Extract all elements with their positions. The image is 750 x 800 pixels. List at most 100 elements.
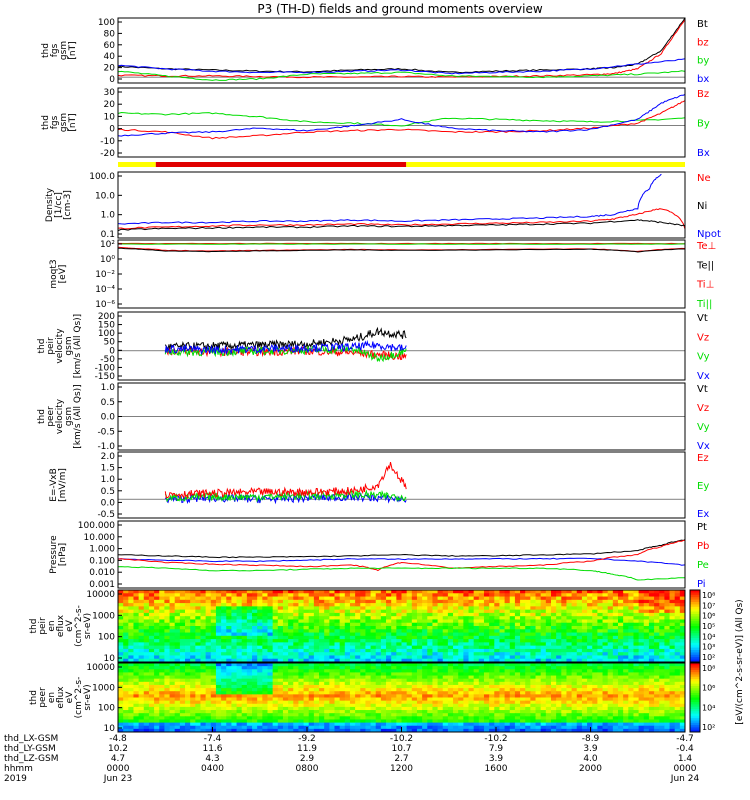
electron_spectrogram-cell bbox=[164, 666, 170, 670]
electron_spectrogram-cell bbox=[190, 688, 196, 692]
ion_spectrogram-cell bbox=[226, 652, 232, 656]
ion_spectrogram-cell bbox=[469, 590, 475, 594]
electron_spectrogram-cell bbox=[469, 666, 475, 670]
electron_spectrogram-cell bbox=[288, 666, 294, 670]
electron_spectrogram-cell bbox=[180, 679, 186, 683]
ion_spectrogram-cell bbox=[577, 610, 583, 614]
ion_spectrogram-cell bbox=[128, 590, 134, 594]
fgs_total-legend-0: Bt bbox=[697, 19, 708, 30]
ion_spectrogram-cell bbox=[242, 642, 248, 646]
ion_spectrogram-cell bbox=[273, 649, 279, 653]
electron_spectrogram-cell bbox=[180, 694, 186, 698]
electron_spectrogram-cell bbox=[541, 672, 547, 676]
electron_spectrogram-cell bbox=[185, 691, 191, 695]
ion_spectrogram-cell bbox=[180, 626, 186, 630]
ion_spectrogram-cell bbox=[304, 590, 310, 594]
electron_spectrogram-cell bbox=[597, 679, 603, 683]
electron_spectrogram-cell bbox=[608, 691, 614, 695]
electron_spectrogram-cell bbox=[283, 726, 289, 730]
ion_spectrogram-cell bbox=[515, 619, 521, 623]
electron_spectrogram-cell bbox=[175, 666, 181, 670]
electron_spectrogram-cell bbox=[391, 688, 397, 692]
electron_spectrogram-cell bbox=[247, 710, 253, 714]
ion_spectrogram-cell bbox=[469, 600, 475, 604]
ion_spectrogram-cell bbox=[293, 642, 299, 646]
ion_spectrogram-cell bbox=[587, 642, 593, 646]
ion_spectrogram-cell bbox=[510, 600, 516, 604]
ion_spectrogram-cell bbox=[572, 610, 578, 614]
electron_spectrogram-cell bbox=[293, 707, 299, 711]
ion_spectrogram-cell bbox=[139, 636, 145, 640]
electron_spectrogram-cell bbox=[577, 716, 583, 720]
ion_spectrogram-cell bbox=[489, 616, 495, 620]
ion_spectrogram-cell bbox=[515, 639, 521, 643]
ion_spectrogram-cell bbox=[633, 652, 639, 656]
ion_spectrogram-cell bbox=[365, 590, 371, 594]
ion_spectrogram-cell bbox=[463, 655, 469, 659]
ion_spectrogram-cell bbox=[200, 593, 206, 597]
ion_spectrogram-cell bbox=[180, 642, 186, 646]
ion_spectrogram-cell bbox=[154, 639, 160, 643]
ion_spectrogram-cell bbox=[510, 636, 516, 640]
ion_spectrogram-cell bbox=[355, 649, 361, 653]
ion_spectrogram-cell bbox=[536, 613, 542, 617]
ion_spectrogram-cell bbox=[149, 603, 155, 607]
electron_spectrogram-cell bbox=[360, 676, 366, 680]
electron_spectrogram-cell bbox=[216, 698, 222, 702]
fgs_comp-ylabel: thdfgsgsm[nT] bbox=[41, 113, 78, 132]
electron_spectrogram-cell bbox=[649, 691, 655, 695]
ion_spectrogram-cell bbox=[448, 593, 454, 597]
electron_spectrogram-cell bbox=[273, 688, 279, 692]
ion_spectrogram-cell bbox=[654, 610, 660, 614]
electron_spectrogram-cell bbox=[298, 716, 304, 720]
ion_spectrogram-cell bbox=[407, 593, 413, 597]
electron_spectrogram-cell bbox=[262, 666, 268, 670]
electron_spectrogram-cell bbox=[546, 710, 552, 714]
electron_spectrogram-cell bbox=[314, 716, 320, 720]
electron_spectrogram-cell bbox=[499, 672, 505, 676]
ion_spectrogram-cell bbox=[371, 613, 377, 617]
electron_spectrogram-cell bbox=[386, 713, 392, 717]
electron_spectrogram-cell bbox=[154, 688, 160, 692]
electron_spectrogram-cell bbox=[314, 676, 320, 680]
electron_spectrogram-cell bbox=[402, 713, 408, 717]
ion_spectrogram-cell bbox=[422, 600, 428, 604]
electron_spectrogram-cell bbox=[649, 726, 655, 730]
electron_spectrogram-cell bbox=[489, 698, 495, 702]
electron_spectrogram-cell bbox=[649, 672, 655, 676]
ion_spectrogram-cell bbox=[283, 613, 289, 617]
electron_spectrogram-cell bbox=[412, 691, 418, 695]
electron_spectrogram-cell bbox=[551, 707, 557, 711]
ion_spectrogram-cell bbox=[556, 652, 562, 656]
ion_spectrogram-cell bbox=[273, 603, 279, 607]
electron_spectrogram-cell bbox=[494, 672, 500, 676]
ion_spectrogram-cell bbox=[644, 610, 650, 614]
ion_spectrogram-cell bbox=[206, 626, 212, 630]
ion_spectrogram-cell bbox=[262, 633, 268, 637]
electron_spectrogram-cell bbox=[639, 698, 645, 702]
ion_spectrogram-cell bbox=[329, 590, 335, 594]
ion_spectrogram-cell bbox=[170, 600, 176, 604]
electron_spectrogram-cell bbox=[530, 669, 536, 673]
electron_spectrogram-cell bbox=[556, 707, 562, 711]
ion_spectrogram-cell bbox=[536, 629, 542, 633]
electron_spectrogram-cell bbox=[572, 672, 578, 676]
ion_spectrogram-cell bbox=[278, 616, 284, 620]
electron_spectrogram-cell bbox=[613, 672, 619, 676]
electron_spectrogram-cell bbox=[618, 719, 624, 723]
ion_spectrogram-cell bbox=[242, 603, 248, 607]
ion_spectrogram-cell bbox=[257, 597, 263, 601]
electron_spectrogram-cell bbox=[334, 685, 340, 689]
ion_spectrogram-cell bbox=[314, 649, 320, 653]
ion_spectrogram-cell bbox=[505, 636, 511, 640]
electron_spectrogram-cell bbox=[603, 726, 609, 730]
ion_spectrogram-cell bbox=[453, 626, 459, 630]
electron_spectrogram-cell bbox=[469, 672, 475, 676]
ion_spectrogram-cell bbox=[443, 639, 449, 643]
electron_spectrogram-cell bbox=[546, 669, 552, 673]
electron_spectrogram-cell bbox=[417, 676, 423, 680]
efield-ylabel-line: [mV/m] bbox=[58, 468, 68, 502]
temperature-ylabel-line: [eV] bbox=[58, 265, 68, 284]
electron_spectrogram-cell bbox=[273, 694, 279, 698]
electron_spectrogram-cell bbox=[386, 716, 392, 720]
